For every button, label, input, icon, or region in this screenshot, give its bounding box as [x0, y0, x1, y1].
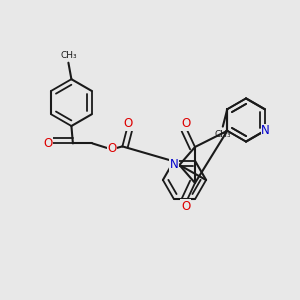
Text: O: O [181, 117, 190, 130]
Text: CH₃: CH₃ [214, 130, 231, 139]
Text: O: O [123, 117, 132, 130]
Text: N: N [261, 124, 270, 137]
Text: O: O [181, 200, 190, 213]
Text: CH₃: CH₃ [60, 51, 77, 60]
Text: N: N [169, 158, 178, 172]
Text: O: O [44, 137, 52, 150]
Text: O: O [108, 142, 117, 155]
